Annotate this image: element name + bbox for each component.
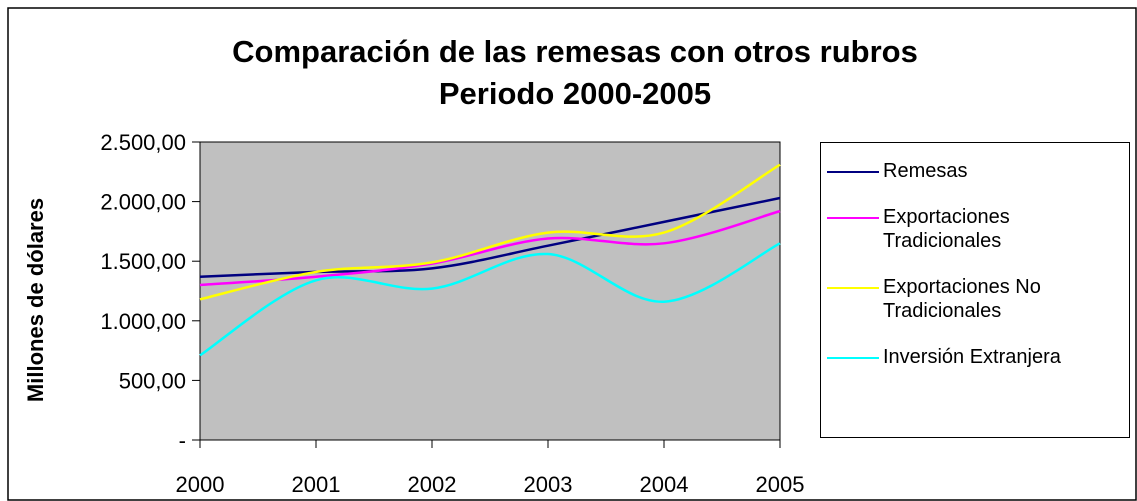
x-tick-label: 2001 — [292, 472, 341, 497]
series-line — [199, 163, 781, 301]
y-tick-label: 1.000,00 — [100, 309, 186, 334]
y-tick-label: 500,00 — [119, 368, 186, 393]
legend-swatch — [827, 287, 879, 289]
y-tick-label: 2.000,00 — [100, 190, 186, 215]
legend-label: Inversión Extranjera — [883, 346, 1061, 368]
legend-label: Exportaciones No Tradicionales — [883, 276, 1041, 322]
legend: Remesas Exportaciones Tradicionales Export… — [820, 142, 1130, 438]
legend-entry: Exportaciones No Tradicionales — [821, 275, 1129, 323]
chart-title: Periodo 2000-2005 — [439, 76, 711, 111]
legend-entry: Inversión Extranjera — [821, 345, 1129, 369]
series-line — [199, 242, 781, 357]
y-tick-label: 2.500,00 — [100, 130, 186, 155]
legend-entry: Remesas — [821, 159, 1129, 183]
y-tick-label: 1.500,00 — [100, 249, 186, 274]
legend-swatch — [827, 357, 879, 359]
x-tick-label: 2004 — [640, 472, 689, 497]
legend-swatch — [827, 171, 879, 173]
series-line — [199, 209, 781, 287]
y-axis-label: Millones de dólares — [23, 198, 48, 402]
x-tick-label: 2003 — [524, 472, 573, 497]
y-tick-label: - — [179, 428, 186, 453]
legend-label: Remesas — [883, 160, 968, 182]
series-line — [199, 196, 781, 278]
legend-swatch — [827, 217, 879, 219]
legend-entry: Exportaciones Tradicionales — [821, 205, 1129, 253]
plot-area — [199, 141, 781, 441]
x-tick-label: 2000 — [176, 472, 225, 497]
x-tick-label: 2002 — [408, 472, 457, 497]
chart-title: Comparación de las remesas con otros rub… — [232, 34, 918, 69]
x-tick-label: 2005 — [756, 472, 805, 497]
legend-label: Exportaciones Tradicionales — [883, 206, 1010, 252]
